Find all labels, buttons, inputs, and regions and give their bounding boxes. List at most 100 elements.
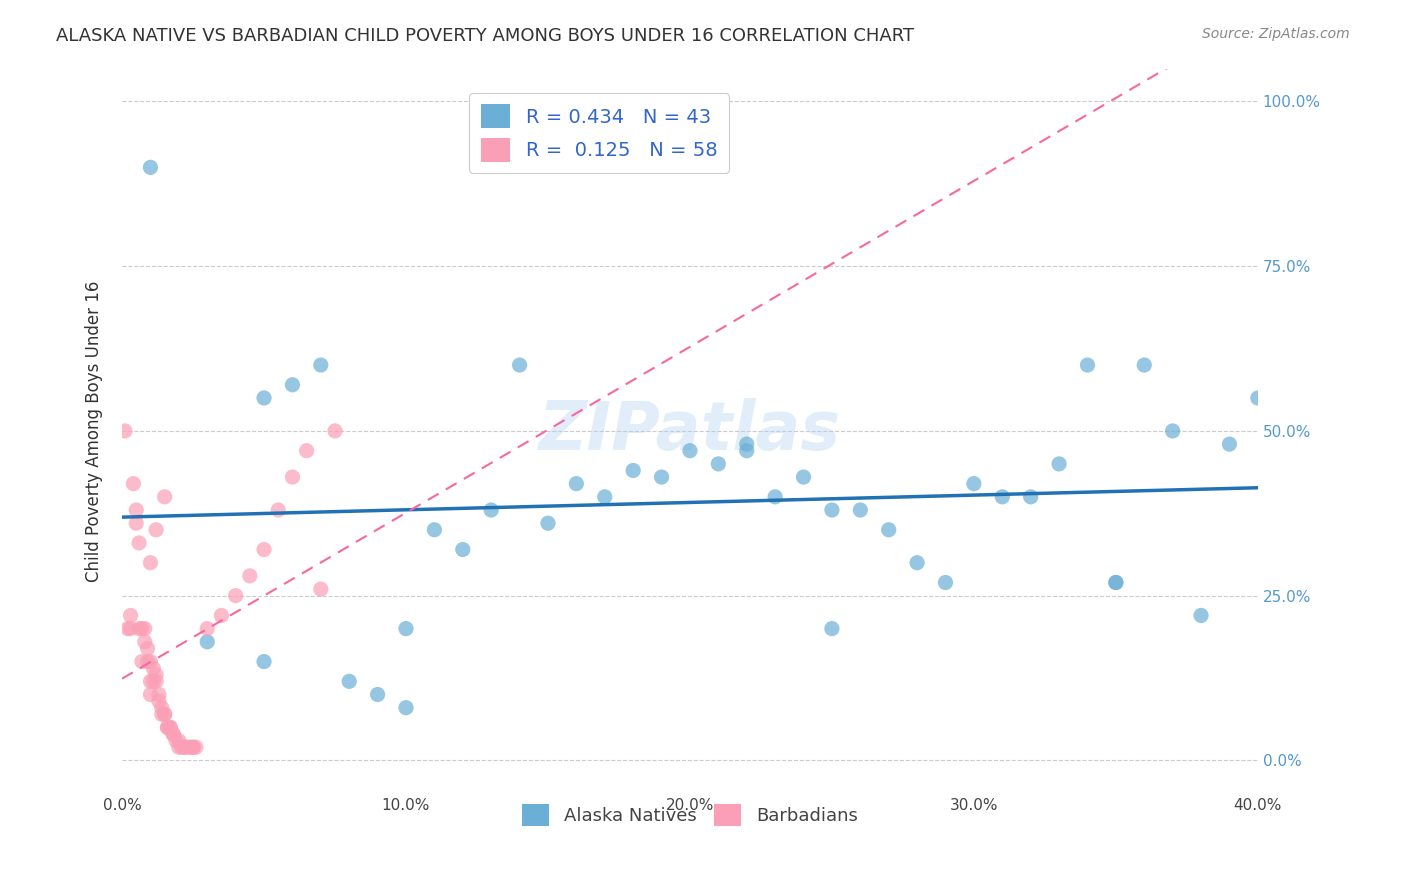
Y-axis label: Child Poverty Among Boys Under 16: Child Poverty Among Boys Under 16 <box>86 280 103 582</box>
Alaska Natives <box>509 358 531 372</box>
Barbadians <box>323 424 346 438</box>
Barbadians <box>125 503 148 517</box>
Barbadians <box>156 721 179 735</box>
Barbadians <box>225 589 247 603</box>
Text: ZIPatlas: ZIPatlas <box>538 398 841 464</box>
Barbadians <box>162 727 184 741</box>
Barbadians <box>159 721 181 735</box>
Barbadians <box>156 721 179 735</box>
Legend: Alaska Natives, Barbadians: Alaska Natives, Barbadians <box>513 795 868 835</box>
Barbadians <box>125 516 148 531</box>
Alaska Natives <box>253 391 276 405</box>
Barbadians <box>181 740 204 755</box>
Alaska Natives <box>195 634 218 648</box>
Barbadians <box>128 536 150 550</box>
Alaska Natives <box>1161 424 1184 438</box>
Barbadians <box>295 443 318 458</box>
Alaska Natives <box>991 490 1014 504</box>
Barbadians <box>139 688 162 702</box>
Barbadians <box>184 740 207 755</box>
Alaska Natives <box>621 463 644 477</box>
Alaska Natives <box>479 503 502 517</box>
Barbadians <box>309 582 332 596</box>
Barbadians <box>145 523 167 537</box>
Alaska Natives <box>763 490 786 504</box>
Barbadians <box>281 470 304 484</box>
Alaska Natives <box>707 457 730 471</box>
Barbadians <box>173 740 195 755</box>
Barbadians <box>150 700 173 714</box>
Barbadians <box>131 655 153 669</box>
Alaska Natives <box>451 542 474 557</box>
Barbadians <box>134 622 156 636</box>
Alaska Natives <box>1105 575 1128 590</box>
Barbadians <box>142 674 165 689</box>
Alaska Natives <box>281 377 304 392</box>
Barbadians <box>134 634 156 648</box>
Alaska Natives <box>849 503 872 517</box>
Alaska Natives <box>1019 490 1042 504</box>
Barbadians <box>120 608 142 623</box>
Alaska Natives <box>395 700 418 714</box>
Alaska Natives <box>423 523 446 537</box>
Alaska Natives <box>735 437 758 451</box>
Barbadians <box>145 667 167 681</box>
Barbadians <box>142 661 165 675</box>
Alaska Natives <box>395 622 418 636</box>
Barbadians <box>148 694 170 708</box>
Barbadians <box>167 740 190 755</box>
Barbadians <box>173 740 195 755</box>
Alaska Natives <box>934 575 956 590</box>
Alaska Natives <box>537 516 560 531</box>
Alaska Natives <box>821 622 844 636</box>
Alaska Natives <box>1105 575 1128 590</box>
Barbadians <box>145 674 167 689</box>
Barbadians <box>181 740 204 755</box>
Barbadians <box>162 727 184 741</box>
Text: ALASKA NATIVE VS BARBADIAN CHILD POVERTY AMONG BOYS UNDER 16 CORRELATION CHART: ALASKA NATIVE VS BARBADIAN CHILD POVERTY… <box>56 27 914 45</box>
Barbadians <box>159 721 181 735</box>
Alaska Natives <box>367 688 389 702</box>
Barbadians <box>253 542 276 557</box>
Barbadians <box>209 608 232 623</box>
Alaska Natives <box>735 443 758 458</box>
Alaska Natives <box>792 470 814 484</box>
Barbadians <box>153 707 176 722</box>
Barbadians <box>165 733 187 747</box>
Barbadians <box>114 424 136 438</box>
Alaska Natives <box>963 476 986 491</box>
Alaska Natives <box>1189 608 1212 623</box>
Alaska Natives <box>821 503 844 517</box>
Barbadians <box>131 622 153 636</box>
Alaska Natives <box>1133 358 1156 372</box>
Alaska Natives <box>1076 358 1098 372</box>
Barbadians <box>136 641 159 656</box>
Barbadians <box>139 674 162 689</box>
Alaska Natives <box>1218 437 1240 451</box>
Alaska Natives <box>905 556 928 570</box>
Barbadians <box>239 569 262 583</box>
Alaska Natives <box>877 523 900 537</box>
Barbadians <box>167 733 190 747</box>
Alaska Natives <box>565 476 588 491</box>
Barbadians <box>179 740 201 755</box>
Barbadians <box>150 707 173 722</box>
Barbadians <box>153 707 176 722</box>
Alaska Natives <box>253 655 276 669</box>
Barbadians <box>267 503 290 517</box>
Barbadians <box>170 740 193 755</box>
Alaska Natives <box>651 470 673 484</box>
Alaska Natives <box>593 490 616 504</box>
Barbadians <box>128 622 150 636</box>
Barbadians <box>153 490 176 504</box>
Barbadians <box>136 655 159 669</box>
Alaska Natives <box>309 358 332 372</box>
Alaska Natives <box>139 161 162 175</box>
Barbadians <box>122 476 145 491</box>
Barbadians <box>176 740 198 755</box>
Barbadians <box>117 622 139 636</box>
Barbadians <box>195 622 218 636</box>
Barbadians <box>139 556 162 570</box>
Barbadians <box>148 688 170 702</box>
Barbadians <box>139 655 162 669</box>
